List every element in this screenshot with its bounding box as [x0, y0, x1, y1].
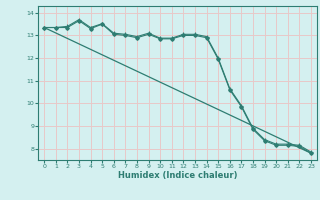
X-axis label: Humidex (Indice chaleur): Humidex (Indice chaleur): [118, 171, 237, 180]
